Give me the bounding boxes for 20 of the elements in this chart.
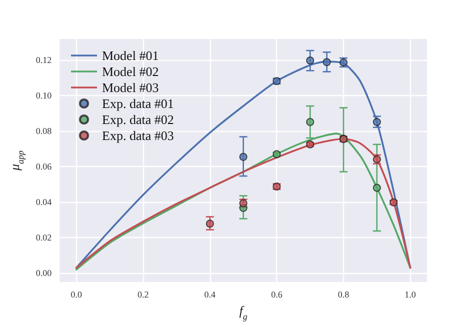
legend-label: Model #02 [102,64,159,79]
x-tick-label: 0.2 [138,290,149,300]
y-tick-label: 0.04 [36,197,52,208]
legend-label: Exp. data #03 [102,128,174,143]
legend-label: Model #03 [102,80,159,95]
x-tick-label: 0.4 [204,290,216,300]
y-tick-label: 0.06 [36,161,52,172]
legend-label: Model #01 [102,48,159,63]
y-axis-title: μapp [7,150,26,172]
legend-label: Exp. data #01 [102,96,174,111]
y-tick-label: 0.12 [36,54,52,65]
y-tick-label: 0.00 [36,268,52,278]
x-tick-label: 0.8 [338,290,350,300]
legend-label: Exp. data #02 [102,112,174,127]
y-tick-label: 0.10 [36,90,52,100]
x-tick-label: 0.6 [271,290,283,300]
x-tick-label: 1.0 [404,290,416,300]
y-tick-label: 0.08 [36,126,52,136]
x-tick-label: 0.0 [70,290,82,300]
y-tick-label: 0.02 [36,232,52,243]
